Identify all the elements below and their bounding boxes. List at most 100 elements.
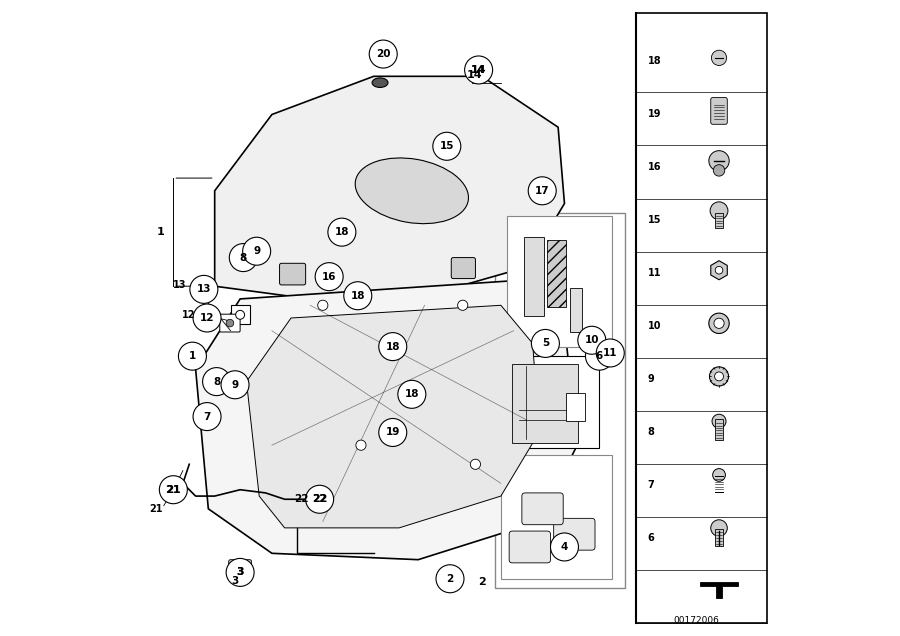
Circle shape	[711, 520, 727, 536]
Circle shape	[531, 329, 560, 357]
Text: 16: 16	[322, 272, 337, 282]
Text: 14: 14	[472, 65, 486, 75]
Circle shape	[709, 367, 729, 386]
Circle shape	[711, 50, 726, 66]
Polygon shape	[247, 305, 539, 528]
Circle shape	[471, 459, 481, 469]
Text: 16: 16	[648, 162, 662, 172]
Circle shape	[714, 165, 724, 176]
Text: 2: 2	[478, 577, 486, 587]
FancyBboxPatch shape	[512, 364, 579, 443]
FancyBboxPatch shape	[566, 393, 585, 421]
Circle shape	[221, 371, 249, 399]
Circle shape	[194, 304, 221, 332]
Text: 7: 7	[648, 480, 654, 490]
FancyBboxPatch shape	[711, 97, 727, 124]
Ellipse shape	[356, 158, 469, 224]
Text: 19: 19	[385, 427, 400, 438]
Circle shape	[586, 342, 614, 370]
Circle shape	[328, 218, 356, 246]
Circle shape	[178, 342, 206, 370]
Circle shape	[318, 300, 328, 310]
Polygon shape	[700, 583, 738, 598]
Text: 10: 10	[585, 335, 599, 345]
FancyBboxPatch shape	[716, 529, 723, 546]
Text: 6: 6	[596, 351, 603, 361]
Text: 7: 7	[203, 411, 211, 422]
Text: 11: 11	[648, 268, 662, 278]
Circle shape	[713, 469, 725, 481]
FancyBboxPatch shape	[280, 263, 306, 285]
Text: 13: 13	[173, 280, 186, 290]
FancyBboxPatch shape	[504, 356, 599, 448]
FancyBboxPatch shape	[522, 493, 563, 525]
Circle shape	[202, 368, 230, 396]
FancyBboxPatch shape	[220, 314, 240, 332]
Circle shape	[379, 418, 407, 446]
Circle shape	[709, 151, 729, 171]
FancyBboxPatch shape	[554, 518, 595, 550]
Polygon shape	[195, 280, 577, 560]
Text: 22: 22	[294, 494, 309, 504]
Circle shape	[236, 310, 245, 319]
Text: 18: 18	[648, 55, 662, 66]
Text: 14: 14	[471, 65, 486, 75]
Circle shape	[226, 319, 234, 327]
Text: 20: 20	[376, 49, 391, 59]
Text: 1: 1	[189, 351, 196, 361]
Circle shape	[159, 476, 187, 504]
FancyBboxPatch shape	[570, 288, 581, 332]
Circle shape	[716, 266, 723, 274]
Text: 15: 15	[439, 141, 454, 151]
Text: 6: 6	[648, 534, 654, 543]
Circle shape	[315, 263, 343, 291]
Circle shape	[710, 202, 728, 219]
Text: 9: 9	[253, 246, 260, 256]
Text: 17: 17	[535, 186, 550, 196]
FancyBboxPatch shape	[524, 237, 544, 316]
Circle shape	[714, 318, 724, 328]
FancyBboxPatch shape	[509, 531, 551, 563]
Text: 12: 12	[182, 310, 195, 320]
Text: 3: 3	[237, 567, 244, 577]
Circle shape	[379, 333, 407, 361]
Text: 4: 4	[561, 542, 568, 552]
Text: 2: 2	[446, 574, 454, 584]
Text: 3: 3	[231, 576, 239, 586]
Text: 9: 9	[648, 374, 654, 384]
Text: 5: 5	[542, 338, 549, 349]
Text: 9: 9	[231, 380, 239, 390]
FancyBboxPatch shape	[451, 258, 475, 279]
Circle shape	[369, 40, 397, 68]
Text: 18: 18	[350, 291, 365, 301]
Text: 18: 18	[335, 227, 349, 237]
Text: 18: 18	[405, 389, 419, 399]
Text: 18: 18	[385, 342, 400, 352]
Ellipse shape	[372, 78, 388, 87]
Text: 8: 8	[213, 377, 220, 387]
Text: 21: 21	[166, 485, 181, 495]
Text: 22: 22	[312, 494, 328, 504]
Text: 22: 22	[312, 494, 327, 504]
Circle shape	[436, 565, 464, 593]
Circle shape	[597, 339, 625, 367]
Text: 10: 10	[648, 321, 662, 331]
Text: 21: 21	[166, 485, 181, 495]
FancyBboxPatch shape	[715, 212, 724, 228]
Polygon shape	[230, 305, 249, 324]
Polygon shape	[711, 261, 727, 280]
FancyBboxPatch shape	[501, 455, 612, 579]
FancyBboxPatch shape	[229, 560, 252, 577]
Text: 8: 8	[648, 427, 654, 437]
Circle shape	[344, 282, 372, 310]
Circle shape	[194, 403, 221, 431]
Text: 00172006: 00172006	[674, 616, 720, 625]
Circle shape	[433, 132, 461, 160]
Text: 12: 12	[200, 313, 214, 323]
Circle shape	[528, 177, 556, 205]
Text: 19: 19	[648, 109, 662, 118]
Circle shape	[551, 533, 579, 561]
Circle shape	[226, 558, 254, 586]
Text: 8: 8	[239, 252, 247, 263]
FancyBboxPatch shape	[636, 13, 767, 623]
